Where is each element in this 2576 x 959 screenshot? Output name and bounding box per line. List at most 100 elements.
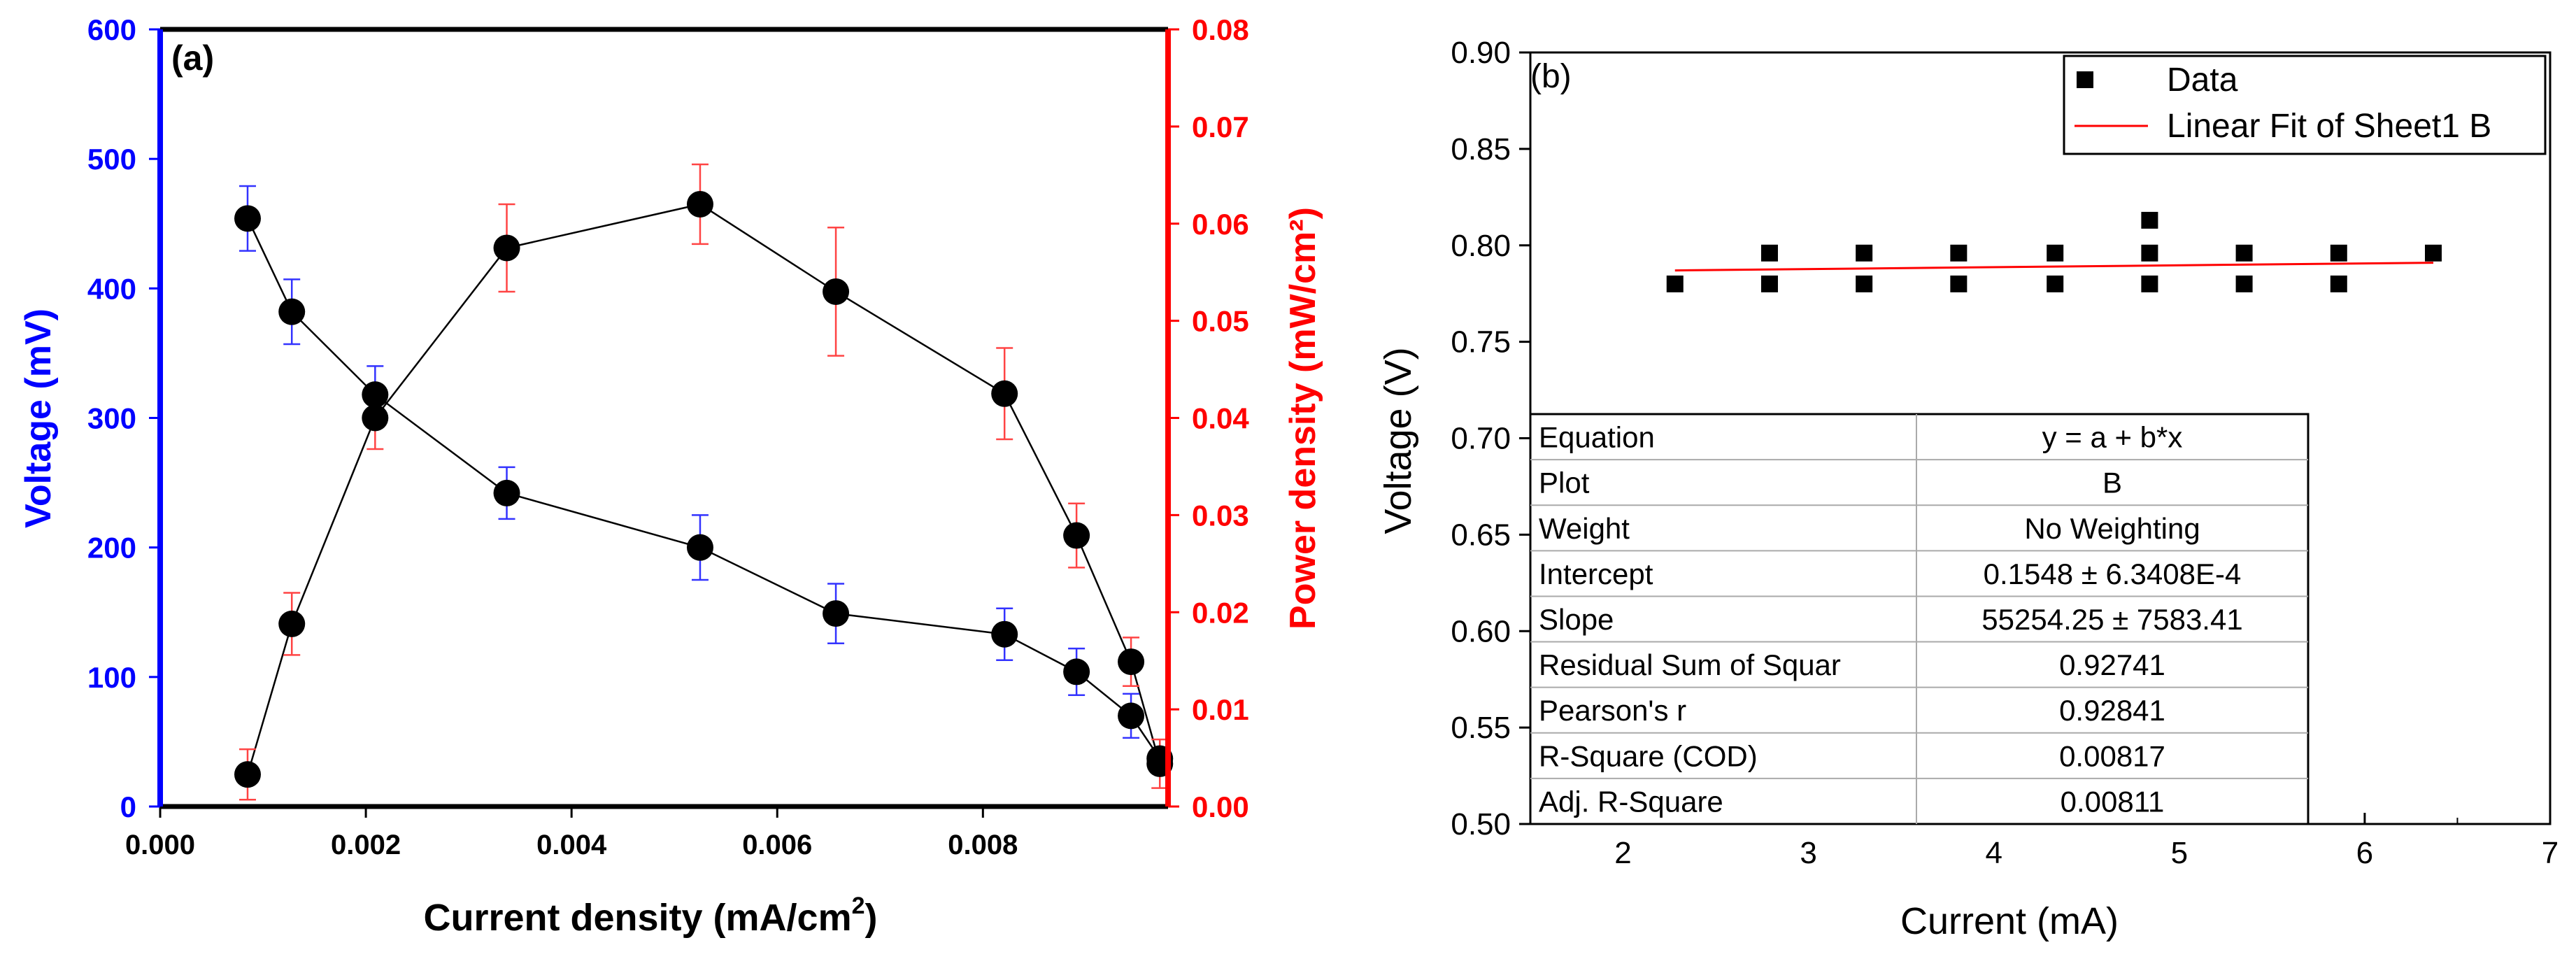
fit-table-label: Intercept bbox=[1539, 557, 1653, 590]
power-density-point bbox=[1063, 522, 1090, 549]
panel-b-x-label: Current (mA) bbox=[1900, 900, 2119, 942]
panel-a-y-left-tick-label: 100 bbox=[87, 661, 136, 694]
panel-a-x-tick-label: 0.006 bbox=[742, 830, 812, 860]
fit-table-value: No Weighting bbox=[2024, 512, 2200, 545]
panel-a-x-tick-label: 0.002 bbox=[331, 830, 401, 860]
fit-table-value: 0.92741 bbox=[2059, 648, 2165, 681]
panel-a-y-left-tick-label: 200 bbox=[87, 532, 136, 564]
panel-b-y-tick-label: 0.75 bbox=[1451, 325, 1511, 360]
power-density-point bbox=[362, 404, 389, 432]
panel-b-chart: 2 3 4 5 6 7 0.50 0.55 0.60 0.65 0.70 0.75 0.80 0.85 0.… bbox=[1377, 36, 2559, 942]
voltage-point bbox=[823, 600, 850, 627]
fit-table-label: Weight bbox=[1539, 512, 1630, 545]
panel-a-y-right-tick-label: 0.03 bbox=[1192, 499, 1249, 532]
power-density-point bbox=[493, 234, 520, 262]
panel-a-series-lines bbox=[246, 203, 1161, 775]
panel-b-y-tick-label: 0.60 bbox=[1451, 614, 1511, 648]
panel-b-y-tick-label: 0.65 bbox=[1451, 518, 1511, 552]
data-point bbox=[1856, 275, 1873, 292]
panel-a-y-right-tick-label: 0.00 bbox=[1192, 790, 1249, 823]
panel-a-label: (a) bbox=[171, 38, 214, 78]
panel-b-y-tick-label: 0.55 bbox=[1451, 711, 1511, 745]
legend-data-marker bbox=[2077, 71, 2093, 88]
fit-table-frame bbox=[1529, 413, 2310, 825]
power-density-point bbox=[686, 190, 713, 218]
panel-a-y-left-tick-label: 500 bbox=[87, 143, 136, 176]
fit-results-table: Equation y = a + b*x Plot B Weight No Weighti… bbox=[1529, 413, 2310, 825]
voltage-point bbox=[991, 620, 1018, 648]
panel-b-x-tick-label: 2 bbox=[1614, 836, 1631, 870]
legend-box bbox=[2063, 55, 2547, 155]
panel-a-chart: 0.000 0.002 0.004 0.006 0.008 0 100 200 300 400 50… bbox=[18, 13, 1323, 939]
panel-a-y-right-tick-label: 0.02 bbox=[1192, 596, 1249, 629]
fit-table-label: R-Square (COD) bbox=[1539, 739, 1758, 772]
panel-a-y-left-tick-label: 0 bbox=[120, 790, 136, 823]
power-density-point bbox=[991, 380, 1018, 407]
data-point bbox=[1760, 244, 1778, 262]
panel-a-y-left-tick-label: 300 bbox=[87, 402, 136, 435]
data-point bbox=[1856, 244, 1873, 262]
panel-a-y-right-tick-label: 0.01 bbox=[1192, 693, 1249, 726]
voltage-point bbox=[686, 534, 713, 561]
power-density-point bbox=[823, 278, 850, 305]
fit-table-label: Slope bbox=[1539, 603, 1614, 636]
data-point bbox=[2235, 244, 2253, 262]
panel-b-fit-line bbox=[1674, 262, 2434, 272]
data-point bbox=[2141, 211, 2158, 229]
panel-a-y-left-tick-label: 600 bbox=[87, 13, 136, 46]
fit-table-value: y = a + b*x bbox=[2042, 421, 2183, 454]
fit-table-label: Pearson's r bbox=[1539, 694, 1686, 727]
voltage-point bbox=[362, 381, 389, 409]
fit-line bbox=[1674, 262, 2434, 272]
panel-b-y-tick-label: 0.85 bbox=[1451, 132, 1511, 166]
fit-table-value: B bbox=[2102, 467, 2122, 499]
data-point bbox=[2141, 275, 2158, 292]
panel-b-ticks: 2 3 4 5 6 7 0.50 0.55 0.60 0.65 0.70 0.75 0.80 0.85 0.… bbox=[1451, 36, 2559, 870]
data-point bbox=[2235, 275, 2253, 292]
panel-a-y-left-tick-label: 400 bbox=[87, 272, 136, 305]
data-point bbox=[2141, 244, 2158, 262]
panel-a-y-right-label: Power density (mW/cm²) bbox=[1283, 207, 1323, 630]
data-point bbox=[1950, 244, 1967, 262]
legend-fit-label: Linear Fit of Sheet1 B bbox=[2167, 108, 2491, 145]
panel-a-points bbox=[234, 190, 1174, 788]
power-density-line bbox=[246, 203, 1161, 775]
panel-a-error-bars bbox=[239, 163, 1169, 801]
panel-a-y-right-tick-label: 0.06 bbox=[1192, 208, 1249, 241]
voltage-point bbox=[234, 205, 261, 232]
panel-b-y-tick-label: 0.50 bbox=[1451, 807, 1511, 841]
panel-a-y-right-tick-label: 0.04 bbox=[1192, 402, 1249, 435]
panel-b-points bbox=[1666, 211, 2442, 292]
power-density-point bbox=[1118, 648, 1145, 676]
data-point bbox=[1950, 275, 1967, 292]
data-point bbox=[2424, 244, 2442, 262]
panel-a-ticks: 0.000 0.002 0.004 0.006 0.008 0 100 200 300 400 50… bbox=[87, 13, 1249, 860]
data-point bbox=[1666, 275, 1684, 292]
panel-b-y-tick-label: 0.90 bbox=[1451, 36, 1511, 70]
power-density-point bbox=[278, 610, 306, 637]
fit-table-label: Equation bbox=[1539, 421, 1655, 454]
panel-a-y-right-tick-label: 0.07 bbox=[1192, 111, 1249, 143]
fit-table-value: 55254.25 ± 7583.41 bbox=[1981, 603, 2242, 636]
panel-b-label: (b) bbox=[1530, 58, 1572, 95]
panel-b-x-tick-label: 6 bbox=[2356, 836, 2373, 870]
fit-table-value: 0.92841 bbox=[2059, 694, 2165, 727]
panel-b-y-tick-label: 0.80 bbox=[1451, 229, 1511, 263]
fit-table-value: 0.1548 ± 6.3408E-4 bbox=[1984, 557, 2242, 590]
panel-a-x-tick-label: 0.004 bbox=[536, 830, 607, 860]
fit-table-value: 0.00817 bbox=[2059, 739, 2165, 772]
panel-a-x-tick-label: 0.008 bbox=[948, 830, 1018, 860]
power-density-point bbox=[234, 761, 261, 788]
fit-table-label: Plot bbox=[1539, 467, 1590, 499]
fit-table-label: Adj. R-Square bbox=[1539, 785, 1723, 818]
data-point bbox=[1760, 275, 1778, 292]
voltage-point bbox=[278, 298, 306, 325]
fit-table-label: Residual Sum of Squar bbox=[1539, 648, 1841, 681]
panel-b-x-tick-label: 7 bbox=[2542, 836, 2559, 870]
panel-b-x-tick-label: 3 bbox=[1800, 836, 1816, 870]
voltage-line bbox=[246, 218, 1161, 760]
data-point bbox=[2047, 275, 2064, 292]
panel-b-legend: Data Linear Fit of Sheet1 B bbox=[2063, 55, 2547, 155]
legend-data-label: Data bbox=[2167, 62, 2238, 99]
